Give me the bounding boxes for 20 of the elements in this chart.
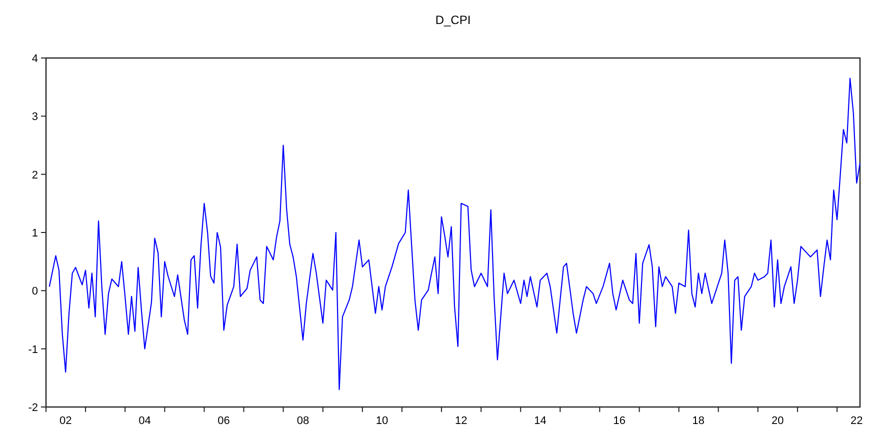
x-tick-label: 22 xyxy=(850,415,863,427)
line-series xyxy=(48,78,861,390)
x-tick-label: 10 xyxy=(376,415,388,427)
chart-title: D_CPI xyxy=(435,13,471,27)
y-tick-label: -2 xyxy=(28,402,38,414)
x-tick-label: 06 xyxy=(218,415,230,427)
y-tick-label: 0 xyxy=(32,286,38,298)
x-tick-label: 20 xyxy=(771,415,784,427)
y-tick-label: 1 xyxy=(32,228,38,240)
x-tick-label: 02 xyxy=(59,415,72,427)
x-tick-label: 12 xyxy=(455,415,468,427)
y-tick-label: 3 xyxy=(32,111,38,124)
y-tick-label: 4 xyxy=(32,53,38,65)
y-tick-label: -1 xyxy=(28,344,38,356)
x-tick-label: 08 xyxy=(296,415,310,427)
x-tick-label: 14 xyxy=(534,415,546,427)
y-tick-label: 2 xyxy=(32,169,38,182)
x-tick-label: 04 xyxy=(138,415,151,427)
x-tick-label: 18 xyxy=(692,415,705,427)
x-tick-label: 16 xyxy=(613,415,626,427)
